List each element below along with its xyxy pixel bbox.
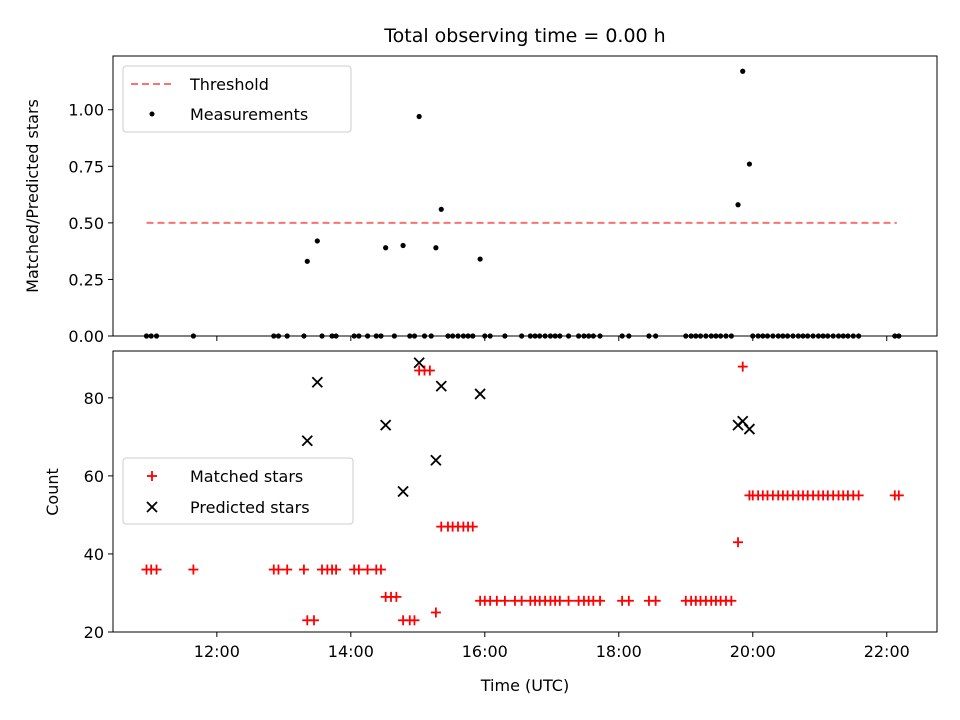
matched-star-point	[467, 521, 478, 532]
ratio-y-tick-label: 0.50	[68, 214, 104, 233]
count-axes-frame	[112, 350, 938, 633]
measurement-point	[314, 238, 320, 244]
matched-star-point	[273, 564, 284, 575]
measurement-point	[400, 242, 406, 249]
count-legend: Matched stars Predicted stars	[122, 457, 354, 525]
measurement-point	[740, 68, 746, 74]
measurement-point	[735, 202, 741, 208]
predicted-star-point	[435, 380, 447, 392]
matched-star-point	[375, 564, 386, 575]
count-y-tick-label: 20	[84, 623, 104, 642]
legend-predicted-label: Predicted stars	[190, 498, 310, 517]
ratio-y-tick-label: 0.75	[68, 157, 104, 176]
matched-star-point	[733, 537, 744, 548]
matched-star-point	[331, 564, 342, 575]
count-y-axis: 20 40 60 80	[84, 389, 113, 642]
count-x-tick-label: 12:00	[194, 642, 240, 661]
chart-title: Total observing time = 0.00 h	[383, 25, 665, 47]
ratio-y-tick-label: 0.25	[68, 270, 104, 289]
ratio-y-axis-label: Matched/Predicted stars	[23, 99, 42, 293]
matched-star-point	[430, 607, 441, 618]
matched-star-point	[362, 564, 373, 575]
matched-star-point	[623, 595, 634, 606]
measurement-point	[477, 256, 483, 262]
matched-star-point	[353, 564, 364, 575]
matched-star-point	[650, 595, 661, 606]
legend-measurements-swatch	[149, 111, 155, 117]
measurement-point	[433, 245, 439, 251]
matched-star-point	[516, 595, 527, 606]
matched-star-point	[424, 365, 435, 376]
matched-star-point	[595, 595, 606, 606]
legend-matched-swatch	[147, 471, 157, 481]
legend-measurements-label: Measurements	[190, 105, 308, 124]
ratio-legend: Threshold Measurements	[122, 65, 352, 133]
predicted-star-point	[311, 376, 323, 388]
predicted-star-point	[413, 357, 425, 369]
matched-star-point	[308, 615, 319, 626]
count-x-tick-label: 20:00	[730, 642, 776, 661]
count-x-tick-label: 14:00	[328, 642, 374, 661]
ratio-panel: Total observing time = 0.00 h 0.000.250.…	[23, 25, 938, 346]
count-y-tick-label: 60	[84, 467, 104, 486]
matched-star-point	[298, 564, 309, 575]
count-x-axis: 12:00 14:00 16:00 18:00 20:00 22:00	[194, 632, 910, 661]
count-legend-box	[122, 457, 354, 525]
measurement-point	[383, 245, 389, 251]
predicted-star-point	[474, 388, 486, 400]
count-x-tick-label: 18:00	[596, 642, 642, 661]
matched-star-point	[409, 615, 420, 626]
matched-star-point	[188, 564, 199, 575]
matched-star-point	[151, 564, 162, 575]
predicted-star-point	[397, 485, 409, 498]
ratio-legend-box	[122, 65, 352, 133]
count-y-tick-label: 80	[84, 389, 104, 408]
predicted-star-point	[380, 419, 392, 431]
ratio-y-tick-label: 0.00	[68, 327, 104, 346]
count-y-tick-label: 40	[84, 545, 104, 564]
ratio-axes-frame	[112, 55, 938, 337]
ratio-y-tick-label: 1.00	[68, 101, 104, 120]
measurement-point	[304, 258, 310, 264]
legend-predicted-swatch	[146, 501, 158, 513]
count-x-axis-label: Time (UTC)	[480, 676, 569, 695]
ratio-plot-area	[143, 68, 902, 339]
legend-threshold-label: Threshold	[189, 75, 269, 94]
legend-matched-label: Matched stars	[190, 467, 303, 486]
count-y-axis-label: Count	[43, 468, 62, 516]
matched-star-point	[554, 595, 565, 606]
matched-star-point	[282, 564, 293, 575]
matched-star-point	[391, 591, 402, 602]
measurement-point	[416, 113, 422, 120]
matched-star-point	[726, 595, 737, 606]
matched-star-point	[563, 595, 574, 606]
matched-star-point	[853, 490, 864, 501]
predicted-star-point	[430, 454, 442, 466]
count-x-tick-label: 16:00	[462, 642, 508, 661]
predicted-star-point	[743, 423, 756, 435]
matched-star-point	[499, 595, 510, 606]
matched-star-point	[893, 490, 904, 501]
measurement-point	[438, 206, 444, 212]
matched-star-point	[737, 361, 748, 372]
count-x-tick-label: 22:00	[864, 642, 910, 661]
ratio-y-axis: 0.00 0.25 0.50 0.75 1.00	[68, 101, 113, 346]
predicted-star-point	[301, 435, 313, 447]
measurement-point	[746, 161, 753, 167]
ratio-x-axis	[216, 336, 888, 341]
count-plot-area	[141, 357, 904, 626]
